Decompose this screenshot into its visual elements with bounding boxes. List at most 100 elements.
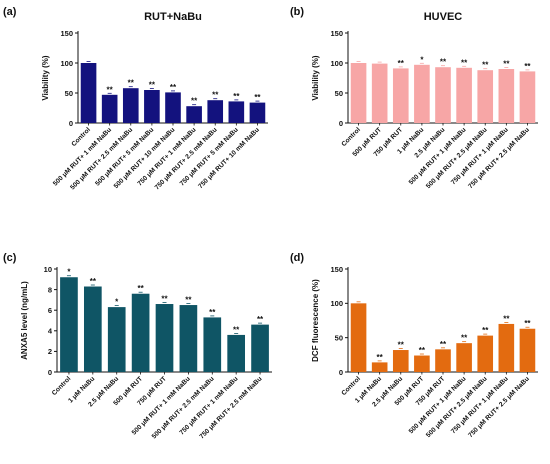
chart-title: RUT+NaBu — [144, 11, 202, 23]
y-tick-label: 0 — [48, 368, 52, 377]
significance-label: ** — [233, 325, 240, 334]
y-axis-label: Viability (%) — [41, 55, 50, 101]
significance-label: ** — [170, 83, 177, 92]
significance-label: ** — [137, 284, 144, 293]
significance-label: * — [67, 268, 71, 277]
significance-label: ** — [440, 58, 447, 67]
significance-label: ** — [482, 61, 489, 70]
y-tick-label: 150 — [330, 265, 343, 274]
y-tick-label: 150 — [330, 29, 343, 38]
bar — [414, 64, 430, 123]
bar — [165, 92, 181, 123]
y-axis-label: Viability (%) — [311, 55, 320, 101]
significance-label: ** — [107, 85, 114, 94]
bar — [435, 67, 451, 123]
significance-label: * — [420, 55, 424, 64]
bar — [371, 362, 388, 372]
bar — [477, 70, 494, 123]
bar — [228, 101, 245, 123]
panel-label-a: (a) — [3, 6, 17, 18]
y-tick-label: 8 — [48, 285, 52, 294]
significance-label: ** — [398, 59, 405, 68]
significance-label: ** — [128, 79, 135, 88]
bar — [60, 277, 78, 372]
y-tick-label: 100 — [330, 299, 343, 308]
bar — [350, 63, 367, 123]
significance-label: ** — [524, 319, 531, 328]
y-tick-label: 6 — [48, 306, 52, 315]
bar — [131, 293, 150, 372]
bar — [498, 323, 515, 372]
significance-label: ** — [209, 308, 216, 317]
chart-title: HUVEC — [424, 11, 463, 23]
bar — [249, 102, 266, 123]
bar — [435, 349, 451, 372]
significance-label: ** — [212, 91, 219, 100]
chart-d-dcf-fluorescence: DCF fluorescence (%)050100150Control**1 … — [311, 265, 538, 439]
y-tick-label: 0 — [339, 368, 343, 377]
y-tick-label: 100 — [60, 59, 73, 68]
y-tick-label: 50 — [335, 333, 343, 342]
bar — [519, 71, 536, 123]
bar — [144, 90, 160, 123]
bar — [498, 69, 515, 123]
significance-label: ** — [482, 326, 489, 335]
bar — [456, 343, 472, 372]
significance-label: ** — [233, 92, 240, 101]
significance-label: ** — [461, 334, 468, 343]
y-tick-label: 50 — [335, 89, 343, 98]
significance-label: ** — [254, 93, 261, 102]
significance-label: ** — [191, 97, 198, 106]
significance-label: ** — [149, 81, 156, 90]
y-tick-label: 100 — [330, 59, 343, 68]
x-tick-label: Control — [51, 375, 73, 397]
bar — [207, 100, 224, 123]
bar — [392, 350, 409, 372]
significance-label: ** — [185, 296, 192, 305]
panel-label-b: (b) — [290, 6, 305, 18]
y-axis-label: ANXA5 level (ng/mL) — [20, 281, 29, 360]
significance-label: ** — [461, 58, 468, 67]
bar — [155, 304, 174, 372]
bar — [414, 355, 430, 372]
bar — [179, 305, 198, 372]
significance-label: ** — [377, 353, 384, 362]
bar — [227, 334, 246, 372]
y-tick-label: 50 — [65, 89, 73, 98]
bar — [122, 88, 139, 123]
bar — [251, 324, 269, 372]
bar — [350, 303, 367, 372]
y-tick-label: 10 — [44, 265, 52, 274]
significance-label: ** — [90, 277, 97, 286]
bar — [203, 317, 222, 372]
significance-label: * — [115, 298, 119, 307]
y-tick-label: 0 — [69, 119, 73, 128]
panel-label-c: (c) — [3, 252, 17, 264]
bar — [101, 94, 118, 123]
significance-label: ** — [503, 60, 510, 69]
bar — [107, 307, 126, 372]
panel-label-d: (d) — [290, 252, 305, 264]
significance-label: ** — [161, 295, 168, 304]
bar — [80, 63, 97, 123]
significance-label: ** — [419, 346, 426, 355]
significance-label: ** — [440, 340, 447, 349]
bar — [371, 63, 388, 123]
bar — [519, 328, 536, 372]
bar — [186, 106, 202, 123]
y-axis-label: DCF fluorescence (%) — [311, 279, 320, 362]
bar — [477, 335, 494, 372]
significance-label: ** — [257, 315, 264, 324]
y-tick-label: 2 — [48, 347, 52, 356]
y-tick-label: 0 — [339, 119, 343, 128]
bar — [392, 68, 409, 123]
y-tick-label: 4 — [48, 327, 53, 336]
significance-label: ** — [503, 314, 510, 323]
significance-label: ** — [524, 62, 531, 71]
bar — [83, 286, 102, 372]
significance-label: ** — [398, 341, 405, 350]
